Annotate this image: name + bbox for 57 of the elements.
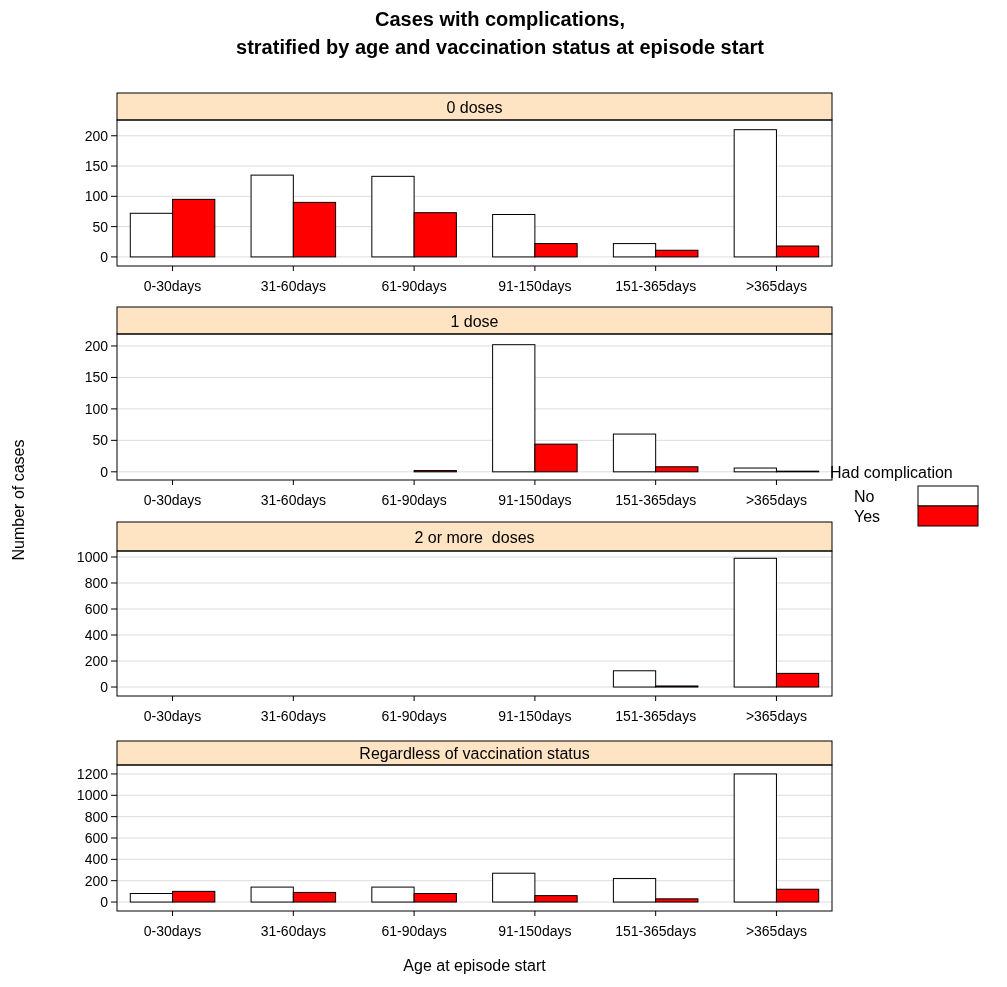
y-tick-label: 0	[100, 248, 109, 265]
y-tick-label: 400	[84, 627, 109, 644]
x-tick-label: >365days	[745, 278, 807, 294]
y-tick-label: 100	[84, 400, 109, 417]
legend-label: Yes	[854, 508, 881, 525]
x-tick-label: 151-365days	[615, 492, 697, 508]
x-tick-label: 31-60days	[260, 708, 327, 724]
y-tick-label: 1200	[76, 765, 109, 782]
chart-subtitle: Regardless of vaccination status	[359, 745, 590, 762]
y-tick-label: 800	[84, 808, 109, 825]
x-tick-label: 61-90days	[381, 923, 447, 939]
y-tick-label: 200	[84, 337, 109, 354]
x-tick-label: 61-90days	[381, 708, 447, 724]
x-tick-label: 91-150days	[498, 492, 572, 508]
x-tick-label: 31-60days	[260, 492, 327, 508]
y-tick-label: 1000	[76, 548, 109, 565]
x-tick-label: 151-365days	[615, 278, 697, 294]
x-tick-label: 31-60days	[260, 278, 327, 294]
text: No	[854, 488, 875, 505]
x-tick-label: >365days	[745, 923, 807, 939]
y-tick-label: 0	[100, 679, 109, 696]
chart-subtitle: 0 doses	[446, 98, 503, 116]
y-tick-label: 200	[84, 872, 109, 889]
y-tick-label: 150	[84, 158, 109, 175]
x-tick-label: 0-30days	[143, 492, 202, 508]
y-tick-label: 800	[84, 574, 109, 591]
y-tick-label: 600	[84, 601, 109, 617]
x-tick-label: 61-90days	[381, 492, 447, 508]
x-tick-label: 31-60days	[260, 923, 327, 939]
y-axis-title: Number of cases	[10, 439, 27, 561]
x-tick-label: 91-150days	[498, 278, 572, 294]
y-tick-label: 50	[92, 432, 109, 449]
y-tick-label: 1000	[76, 787, 109, 804]
x-tick-label: 91-150days	[498, 923, 572, 939]
y-tick-label: 400	[84, 851, 109, 868]
x-tick-label: 0-30days	[143, 278, 202, 294]
y-tick-label: 0	[100, 463, 109, 480]
y-tick-label: 200	[84, 653, 109, 670]
chart-subtitle: 1 dose	[450, 312, 499, 330]
y-tick-label: 0	[100, 894, 109, 911]
x-tick-label: >365days	[745, 708, 807, 724]
x-tick-label: 0-30days	[143, 923, 202, 939]
x-tick-label: 151-365days	[615, 923, 697, 939]
y-tick-label: 150	[84, 369, 109, 386]
x-axis-title: Age at episode start	[403, 957, 547, 974]
y-tick-label: 100	[84, 188, 109, 205]
chart-title: Cases with complications, stratified by age and vaccination status at episode start	[236, 8, 765, 58]
x-tick-label: >365days	[745, 492, 807, 508]
y-tick-label: 200	[84, 127, 109, 144]
x-tick-label: 91-150days	[498, 708, 572, 724]
chart-subtitle: 2 or more doses	[414, 528, 535, 546]
legend-title: Had complication	[830, 464, 953, 481]
x-tick-label: 151-365days	[615, 708, 697, 724]
x-tick-label: 0-30days	[143, 708, 202, 724]
x-tick-label: 61-90days	[381, 278, 447, 294]
y-tick-label: 600	[84, 830, 109, 846]
y-tick-label: 50	[92, 218, 109, 235]
